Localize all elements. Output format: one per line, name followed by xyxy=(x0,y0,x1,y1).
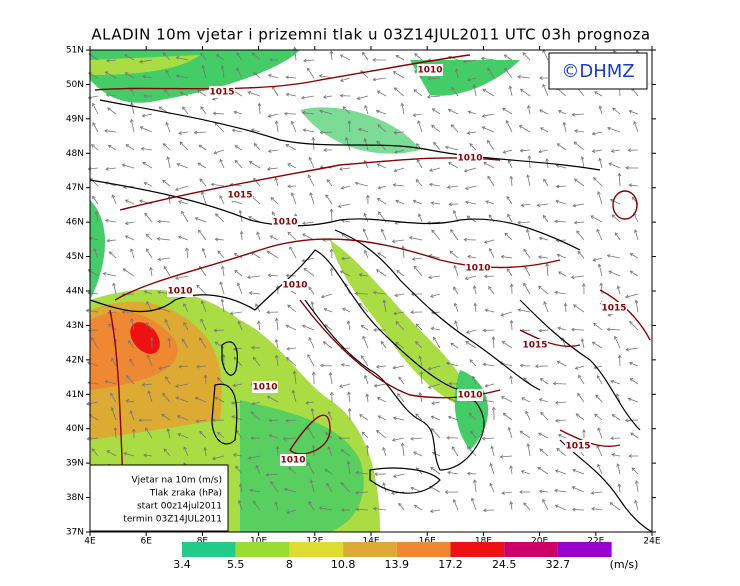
colorbar-label: 32.7 xyxy=(546,558,571,571)
isobar-label: 1010 xyxy=(280,456,305,466)
legend-line: start 00z14jul2011 xyxy=(137,502,222,512)
colorbar-label: 13.9 xyxy=(385,558,410,571)
wind-arrow xyxy=(331,209,332,222)
colorbar-segment xyxy=(558,542,612,557)
legend-line: termin 03Z14JUL2011 xyxy=(123,515,222,525)
map-title: ALADIN 10m vjetar i prizemni tlak u 03Z1… xyxy=(91,26,650,44)
lon-label: 4E xyxy=(84,537,96,547)
plot-area: 1010 1015 1010 1015 1010 1010 1010 1010 1015 1015… xyxy=(86,47,652,532)
isobar-label: 1010 xyxy=(272,218,297,228)
isobar-label: 1010 xyxy=(457,391,482,401)
isobar-label: 1010 xyxy=(167,287,192,297)
colorbar: 3.4 5.5 8 10.8 13.9 17.2 24.5 32.7 xyxy=(173,542,611,571)
lat-label: 37N xyxy=(66,528,84,538)
lat-label: 39N xyxy=(66,459,84,469)
lat-label: 38N xyxy=(66,493,84,503)
colorbar-segment xyxy=(397,542,451,557)
lat-label: 45N xyxy=(66,252,84,262)
lon-label: 24E xyxy=(643,537,660,547)
colorbar-segment xyxy=(289,542,343,557)
wind-arrow xyxy=(277,446,278,456)
isobar-label: 1010 xyxy=(417,66,442,76)
isobar-label: 1015 xyxy=(209,88,234,98)
colorbar-segment xyxy=(236,542,290,557)
colorbar-label: 17.2 xyxy=(438,558,463,571)
lat-label: 50N xyxy=(66,80,84,90)
isobar-label: 1010 xyxy=(282,281,307,291)
copyright: ©DHMZ xyxy=(561,61,634,82)
colorbar-segment xyxy=(451,542,505,557)
lat-label: 43N xyxy=(66,321,84,331)
isobar-label: 1015 xyxy=(565,442,590,452)
lat-label: 44N xyxy=(66,287,84,297)
lat-label: 40N xyxy=(66,424,84,434)
lat-label: 42N xyxy=(66,355,84,365)
isobar-label: 1015 xyxy=(601,304,626,314)
colorbar-label: 5.5 xyxy=(227,558,245,571)
isobar-label: 1010 xyxy=(465,264,490,274)
lat-label: 46N xyxy=(66,218,84,228)
isobar-label: 1010 xyxy=(252,383,277,393)
lat-label: 51N xyxy=(66,46,84,56)
isobar-label: 1015 xyxy=(522,341,547,351)
isobar-label: 1015 xyxy=(227,191,252,201)
wind-arrow xyxy=(553,383,566,384)
colorbar-segment xyxy=(343,542,397,557)
colorbar-unit: (m/s) xyxy=(610,558,639,571)
isobar-label: 1010 xyxy=(457,154,482,164)
wind-arrow xyxy=(355,293,368,294)
lat-label: 48N xyxy=(66,149,84,159)
legend-line: Tlak zraka (hPa) xyxy=(149,489,222,499)
colorbar-segment xyxy=(182,542,236,557)
lat-label: 49N xyxy=(66,114,84,124)
legend-line: Vjetar na 10m (m/s) xyxy=(132,476,222,486)
lat-label: 41N xyxy=(66,390,84,400)
colorbar-label: 8 xyxy=(286,558,293,571)
colorbar-label: 3.4 xyxy=(173,558,191,571)
lon-label: 6E xyxy=(140,537,152,547)
colorbar-label: 10.8 xyxy=(331,558,356,571)
lat-label: 47N xyxy=(66,183,84,193)
colorbar-label: 24.5 xyxy=(492,558,517,571)
wind-arrow xyxy=(485,276,494,277)
colorbar-segment xyxy=(504,542,558,557)
